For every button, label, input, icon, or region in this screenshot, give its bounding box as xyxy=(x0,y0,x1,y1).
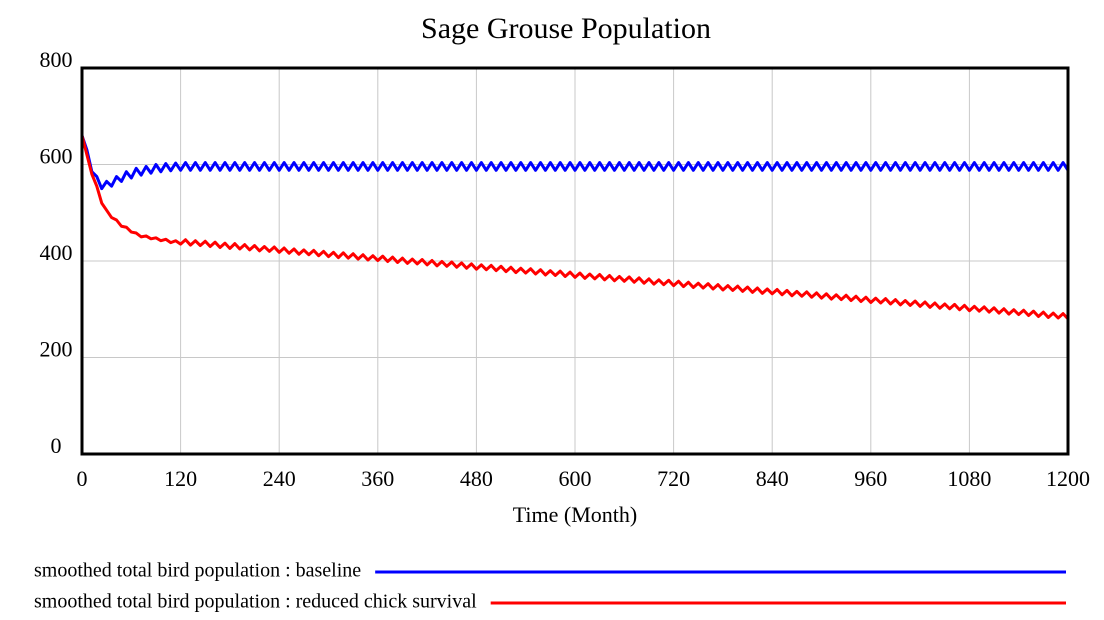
y-tick-label: 800 xyxy=(40,47,73,72)
series-line xyxy=(80,135,1070,320)
y-tick-label: 0 xyxy=(51,433,62,458)
x-tick-label: 1200 xyxy=(1046,466,1090,491)
x-tick-label: 240 xyxy=(263,466,296,491)
labels: 0 200 400 600 800 0 120 240 360 480 600 720 840 960 10… xyxy=(34,47,1090,613)
y-tick-label: 200 xyxy=(40,337,73,362)
x-tick-label: 120 xyxy=(164,466,197,491)
x-tick-label: 840 xyxy=(756,466,789,491)
legend-label: smoothed total bird population : reduced… xyxy=(34,591,477,613)
x-axis-label: Time (Month) xyxy=(513,502,637,527)
x-tick-label: 720 xyxy=(657,466,690,491)
x-tick-label: 360 xyxy=(361,466,394,491)
x-tick-label: 480 xyxy=(460,466,493,491)
x-tick-label: 600 xyxy=(559,466,592,491)
plot-frame xyxy=(80,66,1070,456)
legend-label: smoothed total bird population : baselin… xyxy=(34,560,361,582)
chart-title: Sage Grouse Population xyxy=(421,12,711,45)
plot-lines xyxy=(80,135,1070,320)
series-line xyxy=(80,135,1070,191)
x-tick-label: 960 xyxy=(854,466,887,491)
y-tick-label: 600 xyxy=(40,144,73,169)
x-tick-label: 1080 xyxy=(947,466,991,491)
grid xyxy=(81,67,1069,455)
y-tick-label: 400 xyxy=(40,240,73,265)
x-tick-label: 0 xyxy=(77,466,88,491)
